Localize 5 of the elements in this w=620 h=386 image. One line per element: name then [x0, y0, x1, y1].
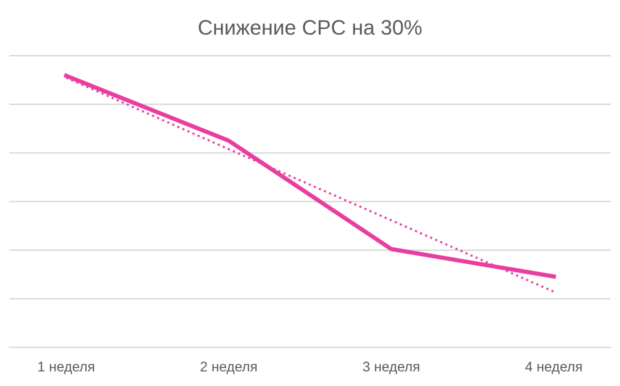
x-tick-label: 2 неделя	[200, 362, 257, 374]
chart-title: Снижение CPC на 30%	[198, 20, 422, 35]
x-tick-label: 4 неделя	[525, 362, 582, 374]
x-tick-label: 3 неделя	[362, 362, 420, 374]
x-tick-label: 1 неделя	[38, 362, 94, 374]
